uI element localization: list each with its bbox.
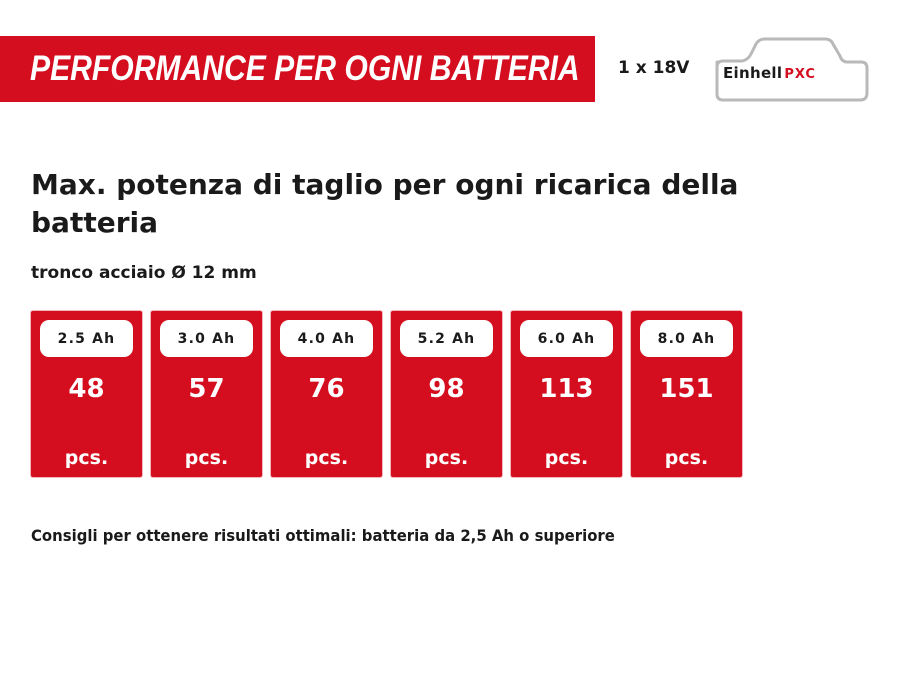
subheading: tronco acciaio Ø 12 mm xyxy=(31,263,257,283)
card-unit: pcs. xyxy=(544,447,589,469)
footer-note: Consigli per ottenere risultati ottimali… xyxy=(31,526,615,545)
battery-card-5-2ah: 5.2 Ah 98 pcs. xyxy=(391,311,502,477)
card-unit: pcs. xyxy=(664,447,709,469)
battery-card-6-0ah: 6.0 Ah 113 pcs. xyxy=(511,311,622,477)
card-capacity: 8.0 Ah xyxy=(640,320,733,357)
card-capacity: 2.5 Ah xyxy=(40,320,133,357)
battery-card-2-5ah: 2.5 Ah 48 pcs. xyxy=(31,311,142,477)
card-unit: pcs. xyxy=(304,447,349,469)
card-capacity: 3.0 Ah xyxy=(160,320,253,357)
card-unit: pcs. xyxy=(424,447,469,469)
title-banner: PERFORMANCE PER OGNI BATTERIA xyxy=(0,36,595,102)
voltage-label: 1 x 18V xyxy=(618,58,690,78)
card-value: 151 xyxy=(659,374,714,404)
card-value: 98 xyxy=(428,374,465,404)
card-value: 76 xyxy=(308,374,345,404)
card-unit: pcs. xyxy=(184,447,229,469)
logo-system: PXC xyxy=(784,67,816,82)
einhell-pxc-logo: Einhell PXC xyxy=(723,64,816,82)
logo-brand: Einhell xyxy=(723,64,783,82)
banner-title: PERFORMANCE PER OGNI BATTERIA xyxy=(30,49,580,88)
card-value: 48 xyxy=(68,374,105,404)
main-heading: Max. potenza di taglio per ogni ricarica… xyxy=(31,168,739,239)
card-unit: pcs. xyxy=(64,447,109,469)
card-capacity: 4.0 Ah xyxy=(280,320,373,357)
battery-card-4-0ah: 4.0 Ah 76 pcs. xyxy=(271,311,382,477)
battery-pack-icon xyxy=(715,37,869,102)
card-value: 57 xyxy=(188,374,225,404)
card-capacity: 5.2 Ah xyxy=(400,320,493,357)
card-capacity: 6.0 Ah xyxy=(520,320,613,357)
battery-card-8-0ah: 8.0 Ah 151 pcs. xyxy=(631,311,742,477)
card-value: 113 xyxy=(539,374,594,404)
battery-card-3-0ah: 3.0 Ah 57 pcs. xyxy=(151,311,262,477)
